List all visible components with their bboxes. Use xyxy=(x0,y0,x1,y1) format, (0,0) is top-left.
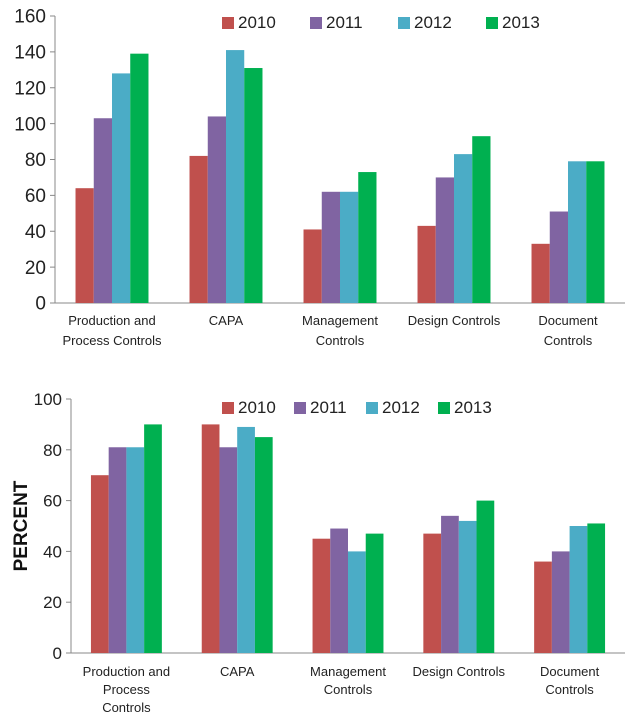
legend-label: 2013 xyxy=(502,13,540,32)
x-category-label: Document Controls xyxy=(538,313,598,348)
x-category-label: Management Controls xyxy=(302,313,378,348)
y-tick-label: 80 xyxy=(25,150,46,171)
y-axis-label: PERCENT xyxy=(11,480,32,571)
x-category-label: CAPA xyxy=(220,664,255,679)
bar-2011-2 xyxy=(330,528,348,653)
bar-2011-2 xyxy=(321,191,340,303)
x-category-label: Design Controls xyxy=(408,313,501,328)
bar-2011-3 xyxy=(435,177,454,303)
legend-swatch xyxy=(366,402,378,414)
bar-2012-0 xyxy=(112,73,131,304)
bar-2011-1 xyxy=(219,447,238,653)
legend-label: 2010 xyxy=(238,13,276,32)
bar-2010-1 xyxy=(189,155,208,303)
bar-2013-1 xyxy=(244,68,263,303)
bar-2012-0 xyxy=(126,447,145,653)
bar-2011-4 xyxy=(551,551,570,653)
bar-2013-4 xyxy=(587,523,606,653)
chart-bottom-percent: 0 20 40 60 80 100 PERCENT Production and Process… xyxy=(11,390,625,715)
legend-swatch xyxy=(310,17,322,29)
bar-2011-1 xyxy=(207,116,226,303)
bar-2010-4 xyxy=(534,561,552,653)
bar-2010-0 xyxy=(90,475,109,653)
bar-2013-0 xyxy=(144,424,162,653)
bar-2011-0 xyxy=(93,118,112,304)
y-tick-label: 60 xyxy=(43,492,62,511)
bar-2010-3 xyxy=(417,225,436,303)
bar-2010-3 xyxy=(423,533,442,653)
bar-2010-2 xyxy=(312,538,331,653)
y-tick-label: 20 xyxy=(25,258,46,279)
bar-2012-3 xyxy=(458,520,477,653)
bar-2010-4 xyxy=(531,243,550,303)
legend-swatch xyxy=(222,402,234,414)
bar-2011-3 xyxy=(441,515,459,653)
y-tick-label: 0 xyxy=(35,294,46,315)
legend-label: 2013 xyxy=(454,398,492,417)
x-category-label: Document Controls xyxy=(540,664,600,697)
legend-swatch xyxy=(438,402,450,414)
bar-2013-3 xyxy=(476,500,495,653)
y-tick-label: 60 xyxy=(25,186,46,207)
legend-label: 2011 xyxy=(326,13,363,32)
legend-swatch xyxy=(486,17,498,29)
x-category-label: CAPA xyxy=(209,313,244,328)
bar-2013-4 xyxy=(586,161,605,303)
y-tick-label: 80 xyxy=(43,441,62,460)
y-tick-label: 100 xyxy=(34,390,62,409)
bar-2013-2 xyxy=(358,172,377,303)
bar-2012-4 xyxy=(568,161,587,303)
bar-2012-2 xyxy=(340,191,359,303)
y-tick-label: 160 xyxy=(14,7,46,28)
legend-label: 2011 xyxy=(310,398,347,417)
bar-2012-4 xyxy=(569,526,588,653)
legend-swatch xyxy=(294,402,306,414)
y-tick-label: 0 xyxy=(53,644,62,663)
legend-swatch xyxy=(398,17,410,29)
bar-2011-0 xyxy=(108,447,127,653)
bar-2013-3 xyxy=(472,136,491,303)
y-tick-label: 40 xyxy=(25,222,46,243)
bar-2013-2 xyxy=(365,533,384,653)
bar-2012-1 xyxy=(237,426,255,653)
y-tick-label: 140 xyxy=(14,43,46,64)
y-tick-label: 120 xyxy=(14,78,46,99)
bar-2012-2 xyxy=(348,551,366,653)
y-tick-label: 40 xyxy=(43,542,62,561)
bar-2011-4 xyxy=(549,211,568,303)
chart-top-counts: 0 20 40 60 80 100 120 140 160 Production and Proce… xyxy=(14,7,625,348)
bar-2012-3 xyxy=(454,154,473,303)
y-tick-label: 20 xyxy=(43,593,62,612)
x-category-label: Production and Process Controls xyxy=(63,313,162,348)
bar-2012-1 xyxy=(226,50,245,303)
bar-2013-0 xyxy=(130,53,149,304)
legend-label: 2012 xyxy=(414,13,452,32)
x-category-label: Production and Process Controls xyxy=(83,664,170,715)
bar-2013-1 xyxy=(254,437,273,653)
y-tick-label: 100 xyxy=(14,114,46,135)
bar-2010-0 xyxy=(75,188,94,303)
legend-label: 2012 xyxy=(382,398,420,417)
legend-swatch xyxy=(222,17,234,29)
x-category-label: Management Controls xyxy=(310,664,386,697)
x-category-label: Design Controls xyxy=(413,664,506,679)
legend-label: 2010 xyxy=(238,398,276,417)
bar-2010-2 xyxy=(303,229,322,303)
bar-2010-1 xyxy=(201,424,220,653)
